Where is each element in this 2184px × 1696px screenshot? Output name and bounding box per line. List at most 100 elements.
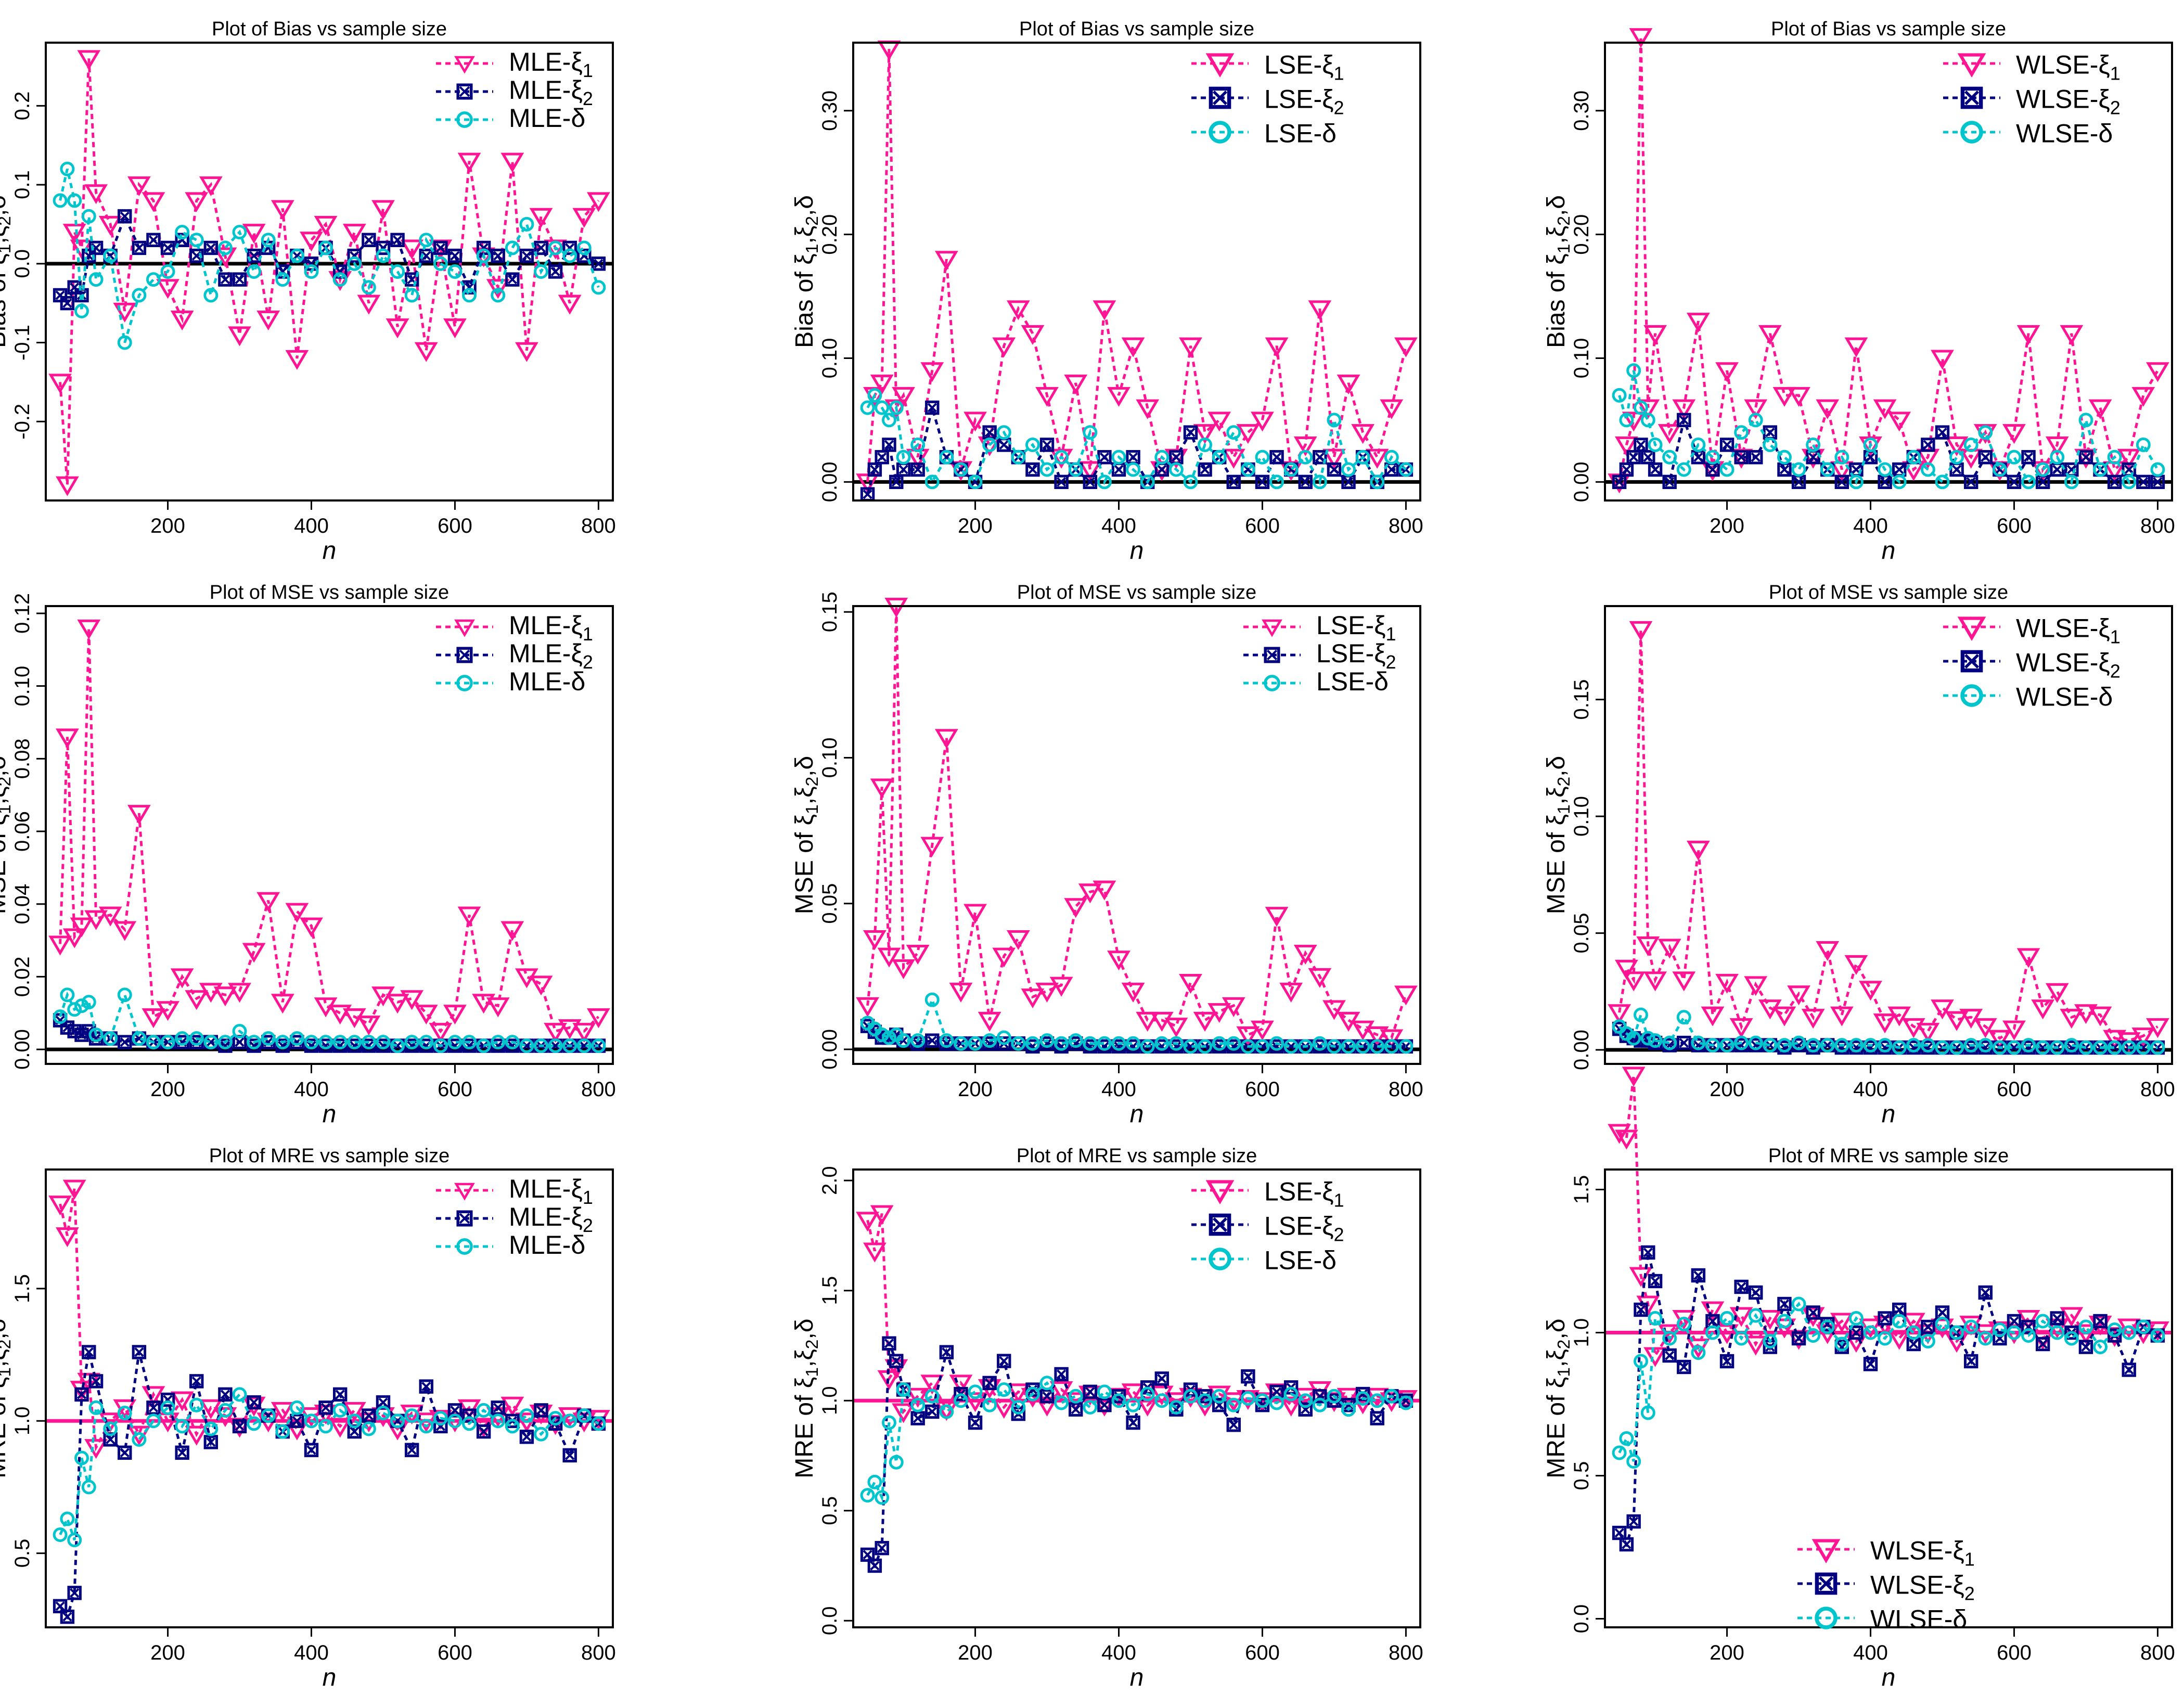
legend-label: MLE-δ — [509, 1230, 585, 1260]
data-point — [982, 1033, 997, 1048]
data-point — [1093, 300, 1116, 320]
data-point — [1791, 462, 1806, 477]
data-point — [1806, 1328, 1821, 1343]
data-point — [1021, 325, 1045, 345]
data-point — [82, 1345, 96, 1359]
data-point — [1763, 1334, 1778, 1348]
data-point — [1863, 1357, 1878, 1371]
data-point — [48, 374, 72, 394]
data-point — [2093, 1340, 2108, 1354]
data-point — [1622, 1067, 1646, 1087]
data-point — [77, 50, 101, 70]
y-tick-label: -0.1 — [11, 325, 34, 361]
data-point — [175, 1419, 190, 1434]
data-point — [1763, 1038, 1778, 1053]
data-point — [2050, 1040, 2065, 1055]
data-point — [376, 1035, 391, 1050]
data-point — [1398, 462, 1414, 477]
legend-marker — [1960, 86, 1983, 109]
data-point — [1269, 1036, 1284, 1051]
data-point — [889, 1354, 904, 1368]
data-point — [1093, 880, 1116, 901]
data-point — [203, 1035, 219, 1050]
data-point — [1626, 363, 1641, 378]
data-point — [1878, 1311, 1892, 1326]
data-point — [1978, 1331, 1993, 1346]
data-point — [1380, 1029, 1404, 1049]
data-point — [1715, 973, 1739, 994]
data-point — [170, 968, 194, 988]
data-point — [953, 462, 968, 477]
data-point — [328, 1418, 352, 1438]
data-point — [1935, 474, 1950, 490]
data-point — [447, 248, 463, 263]
legend-label: WLSE-δ — [2016, 683, 2113, 712]
x-tick-label: 800 — [581, 1078, 616, 1101]
data-point — [968, 474, 983, 490]
series-line — [1618, 415, 2158, 484]
data-point — [462, 1416, 477, 1431]
data-point — [371, 200, 395, 220]
data-point — [491, 1401, 505, 1415]
data-point — [175, 225, 190, 240]
data-point — [74, 1387, 89, 1402]
x-tick-label: 800 — [2140, 515, 2175, 537]
data-point — [2117, 448, 2141, 469]
data-point — [2045, 983, 2069, 1003]
data-point — [1619, 413, 1634, 428]
data-point — [1777, 449, 1792, 465]
data-point — [920, 362, 944, 382]
data-point — [1634, 400, 1648, 415]
plot-frame — [1604, 1168, 2173, 1628]
data-point — [146, 1401, 161, 1415]
data-point — [1025, 462, 1040, 477]
data-point — [1643, 325, 1667, 345]
data-point — [118, 1445, 132, 1460]
series-line — [1618, 1252, 2159, 1548]
data-point — [1198, 1393, 1213, 1408]
chart-title: Plot of Bias vs sample size — [212, 18, 447, 40]
data-point — [2103, 1030, 2127, 1050]
data-point — [81, 1480, 96, 1495]
legend-marker — [1264, 647, 1280, 663]
data-point — [1222, 997, 1245, 1017]
data-point — [2007, 1040, 2022, 1055]
data-point — [347, 256, 362, 271]
y-tick-label: 0.00 — [818, 1029, 841, 1070]
data-point — [875, 1490, 890, 1505]
data-point — [2078, 413, 2093, 428]
data-point — [882, 438, 896, 452]
data-point — [476, 1424, 491, 1439]
x-tick-label: 800 — [1389, 1078, 1423, 1101]
data-point — [81, 209, 96, 224]
data-point — [860, 1488, 875, 1503]
data-point — [1834, 474, 1849, 490]
data-point — [856, 473, 880, 494]
data-point — [1626, 1031, 1641, 1046]
data-point — [2107, 449, 2122, 465]
x-axis-label: n — [323, 1664, 337, 1691]
data-point — [896, 1033, 911, 1048]
data-point — [1978, 425, 1993, 440]
legend-marker — [1957, 616, 1986, 641]
data-point — [361, 1421, 376, 1436]
data-point — [1719, 1038, 1735, 1053]
data-point — [1772, 1006, 1796, 1026]
data-point — [1719, 462, 1735, 477]
data-point — [1873, 399, 1897, 419]
data-point — [1150, 1011, 1174, 1032]
data-point — [60, 1609, 75, 1624]
data-point — [1107, 950, 1130, 971]
data-point — [1078, 461, 1102, 481]
data-point — [949, 982, 973, 1003]
legend-marker — [1205, 53, 1235, 78]
data-point — [1906, 449, 1921, 465]
data-point — [1945, 436, 1969, 457]
data-point — [1863, 1038, 1878, 1053]
legend-label: WLSE-ξ2 — [2016, 85, 2121, 119]
data-point — [1154, 449, 1170, 465]
legend-marker — [456, 111, 473, 128]
data-point — [2150, 1040, 2165, 1055]
data-point — [1025, 1386, 1040, 1402]
data-point — [996, 1030, 1011, 1045]
